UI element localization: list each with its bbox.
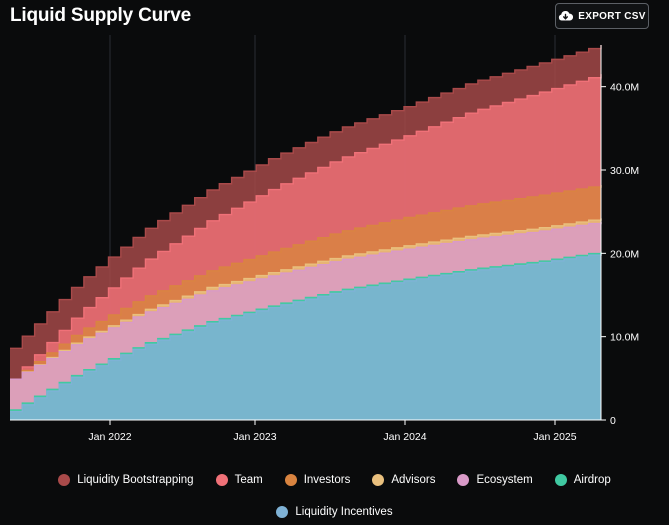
line-ecosystem <box>10 221 602 380</box>
line-airdrop <box>10 251 602 411</box>
legend-item-investors[interactable]: Investors <box>284 474 351 486</box>
legend-label: Airdrop <box>573 474 611 486</box>
legend-dot-icon <box>58 474 71 486</box>
legend-item-liquidity-incentives[interactable]: Liquidity Incentives <box>276 506 393 518</box>
legend-item-airdrop[interactable]: Airdrop <box>554 474 611 486</box>
y-tick-label-4: 40.0M <box>610 82 639 94</box>
x-tick-label-2: Jan 2024 <box>383 431 426 443</box>
legend-label: Team <box>234 474 263 486</box>
line-investors <box>10 185 602 380</box>
legend-item-team[interactable]: Team <box>215 474 263 486</box>
x-tick-label-0: Jan 2022 <box>88 431 131 443</box>
export-csv-label: EXPORT CSV <box>578 10 646 22</box>
y-tick-label-0: 0 <box>610 415 616 427</box>
line-liquidity-bootstrapping <box>10 45 602 350</box>
legend-dot-icon <box>215 474 228 486</box>
legend-label: Advisors <box>391 474 436 486</box>
y-tick-label-2: 20.0M <box>610 248 639 260</box>
legend-dot-icon <box>284 474 297 486</box>
export-csv-button[interactable]: EXPORT CSV <box>555 3 649 29</box>
page-title: Liquid Supply Curve <box>10 5 191 26</box>
legend-dot-icon <box>276 506 289 518</box>
line-team <box>10 74 602 380</box>
cloud-download-icon <box>559 10 574 21</box>
supply-chart: Jan 2022 Jan 2023 Jan 2024 Jan 2025 0 10.0M 20… <box>10 35 639 443</box>
legend-dot-icon <box>372 474 385 486</box>
y-tick-label-3: 30.0M <box>610 165 639 177</box>
x-tick-label-1: Jan 2023 <box>233 431 276 443</box>
legend-dot-icon <box>554 474 567 486</box>
y-tick-label-1: 10.0M <box>610 332 639 344</box>
legend-label: Liquidity Incentives <box>295 506 393 518</box>
legend-item-ecosystem[interactable]: Ecosystem <box>457 474 533 486</box>
legend-label: Investors <box>303 474 351 486</box>
legend-dot-icon <box>457 474 470 486</box>
chart-legend: Liquidity Bootstrapping Team Investors Advi… <box>0 474 669 518</box>
legend-label: Ecosystem <box>476 474 533 486</box>
line-advisors <box>10 218 602 380</box>
legend-item-advisors[interactable]: Advisors <box>372 474 435 486</box>
x-tick-label-3: Jan 2025 <box>533 431 576 443</box>
legend-item-liquidity-bootstrapping[interactable]: Liquidity Bootstrapping <box>58 474 194 486</box>
line-liquidity-incentives <box>10 253 602 413</box>
area-liquidity-incentives <box>10 253 601 420</box>
legend-label: Liquidity Bootstrapping <box>77 474 194 486</box>
